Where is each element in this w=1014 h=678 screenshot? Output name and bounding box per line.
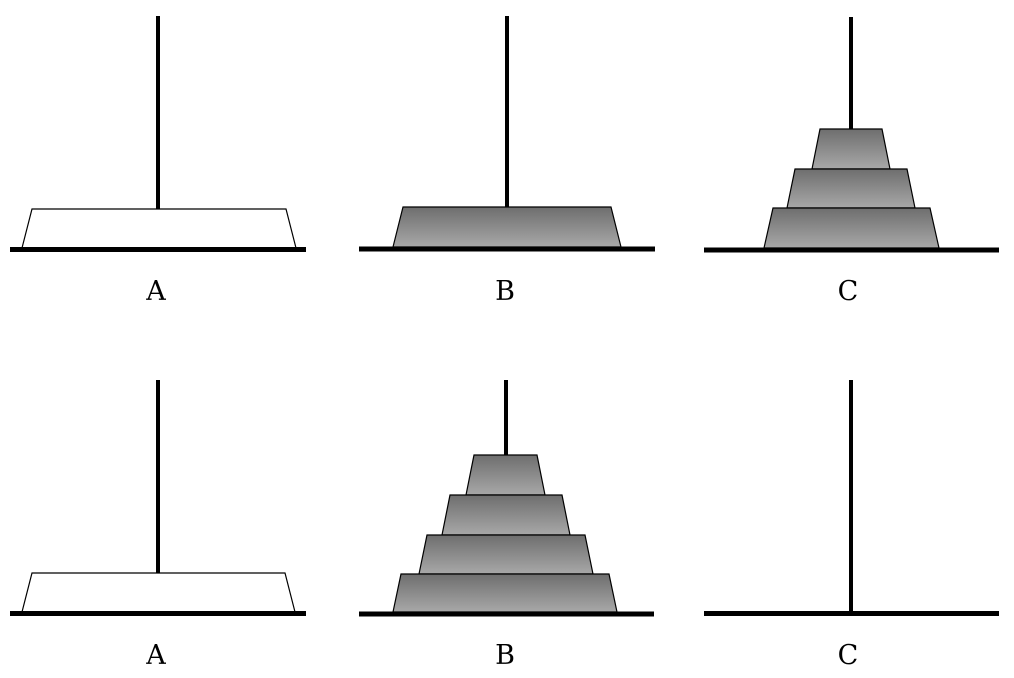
disk-gray — [392, 573, 618, 613]
peg-label: C — [838, 276, 859, 307]
disk-white — [21, 572, 296, 613]
row-1: A B C — [10, 16, 999, 307]
peg-label: B — [495, 276, 515, 307]
peg-a-row-1: A — [10, 16, 306, 307]
peg-c-row-1: C — [704, 17, 999, 307]
disk-gray — [392, 206, 622, 248]
disk-gray — [441, 494, 571, 536]
peg-label: C — [838, 640, 859, 671]
disk-gray — [763, 207, 940, 249]
disk-white — [21, 208, 297, 249]
peg-label: A — [145, 276, 166, 307]
peg-b-row-1: B — [359, 16, 655, 307]
disk-gray — [811, 128, 891, 170]
peg-label: A — [145, 640, 166, 671]
peg-c-row-2: C — [704, 380, 999, 671]
disk-gray — [465, 454, 546, 496]
disk-gray — [786, 168, 916, 209]
row-2: A B C — [10, 380, 999, 671]
disk-gray — [418, 534, 594, 575]
peg-label: B — [495, 640, 515, 671]
peg-b-row-2: B — [359, 380, 654, 671]
peg-a-row-2: A — [10, 380, 306, 671]
